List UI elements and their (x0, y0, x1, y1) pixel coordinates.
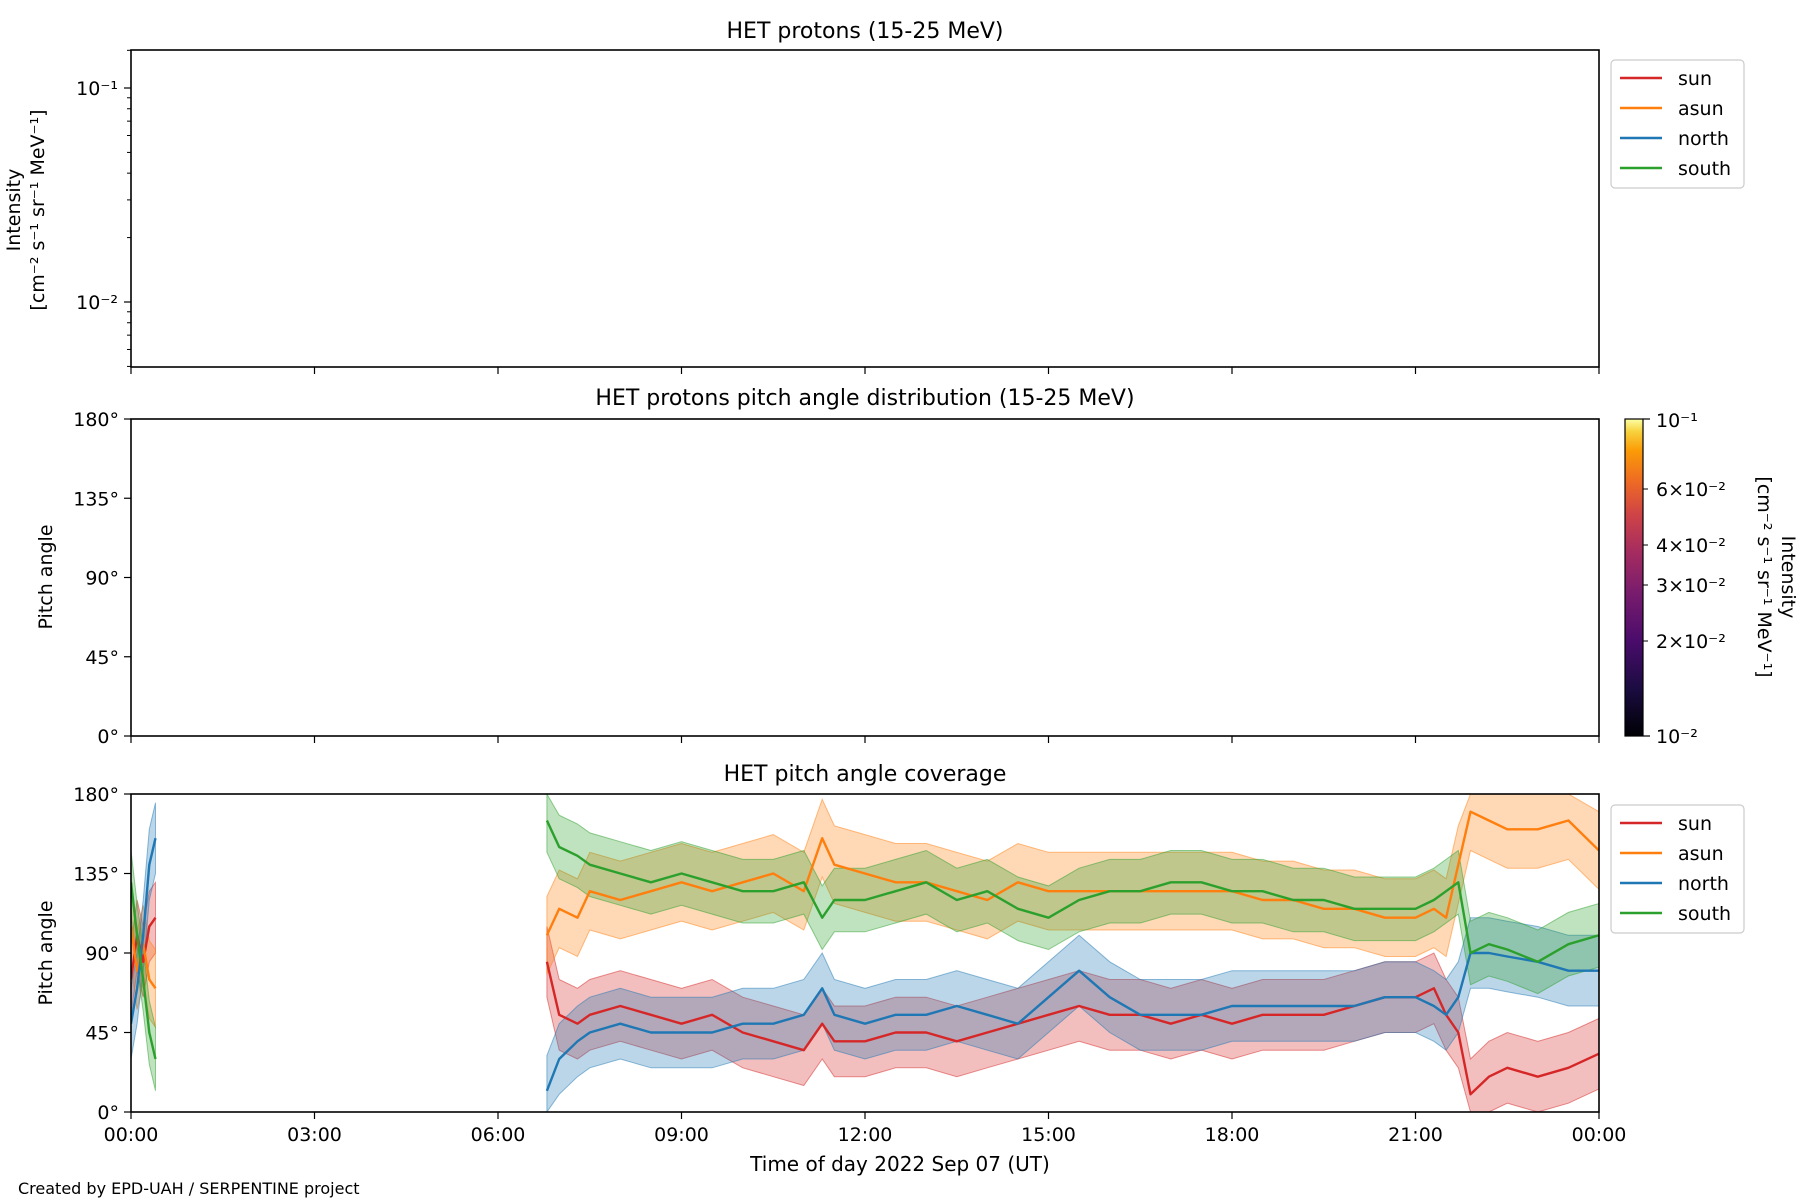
colorbar-tick-label: 2×10⁻² (1656, 631, 1726, 653)
panel2-ylabel: Pitch angle (35, 524, 57, 629)
y-tick-label: 180° (73, 784, 119, 806)
panel2-y-axis: 180° 135° 90° 45° 0° (73, 409, 131, 748)
panel1-ytick-label: 10⁻² (76, 292, 118, 314)
panel3-legend-frame (1610, 804, 1745, 934)
x-tick-label: 06:00 (471, 1124, 526, 1146)
x-tick-label: 18:00 (1205, 1124, 1260, 1146)
x-tick-label: 00:00 (104, 1124, 159, 1146)
colorbar-label-line2: [cm⁻² s⁻¹ sr⁻¹ MeV⁻¹] (1753, 476, 1775, 677)
y-tick-label: 45° (85, 647, 119, 669)
legend-label-asun: asun (1678, 98, 1724, 120)
y-tick-label: 180° (73, 409, 119, 431)
panel-pitch-angle-distribution: HET protons pitch angle distribution (15… (35, 386, 1799, 748)
panel-pitch-angle-coverage: HET pitch angle coverage Pitch angle 180… (35, 762, 1745, 1146)
colorbar-tick-label: 6×10⁻² (1656, 479, 1726, 501)
colorbar-tick-label: 3×10⁻² (1656, 575, 1726, 597)
panel1-legend-frame (1610, 59, 1745, 189)
credit-text: Created by EPD-UAH / SERPENTINE project (18, 1179, 360, 1198)
colorbar-label: Intensity [cm⁻² s⁻¹ sr⁻¹ MeV⁻¹] (1753, 476, 1799, 677)
panel3-plot-area (131, 794, 1599, 1112)
y-tick-label: 135° (73, 864, 119, 886)
y-tick-label: 135° (73, 488, 119, 510)
panel1-ytick-label: 10⁻¹ (76, 78, 118, 100)
y-tick-label: 0° (97, 726, 119, 748)
panel3-ylabel: Pitch angle (35, 900, 57, 1005)
panel1-ylabel: Intensity [cm⁻² s⁻¹ sr⁻¹ MeV⁻¹] (3, 109, 49, 310)
legend-label-south: south (1678, 158, 1731, 180)
x-tick-label: 21:00 (1388, 1124, 1443, 1146)
colorbar: 10⁻¹ 6×10⁻² 4×10⁻² 3×10⁻² 2×10⁻² 10⁻² In… (1624, 410, 1799, 748)
series-line-asun (545, 810, 1599, 936)
legend-label-asun: asun (1678, 843, 1724, 865)
legend-label-sun: sun (1678, 68, 1712, 90)
y-tick-label: 45° (85, 1023, 119, 1045)
series-line-north (545, 951, 1599, 1092)
panel1-y-axis: 10⁻¹ 10⁻² (76, 49, 131, 367)
series-line-sun (545, 961, 1599, 1096)
x-axis-label: Time of day 2022 Sep 07 (UT) (749, 1152, 1050, 1176)
panel3-y-axis: 180° 135° 90° 45° 0° (73, 784, 131, 1124)
colorbar-tick-label: 10⁻² (1656, 726, 1698, 748)
legend-label-south: south (1678, 903, 1731, 925)
band-north (546, 917, 1599, 1112)
x-tick-label: 03:00 (287, 1124, 342, 1146)
panel1-ylabel-line2: [cm⁻² s⁻¹ sr⁻¹ MeV⁻¹] (27, 109, 49, 310)
panel2-title: HET protons pitch angle distribution (15… (595, 386, 1134, 411)
x-tick-label: 00:00 (1572, 1124, 1627, 1146)
colorbar-tick-label: 10⁻¹ (1656, 410, 1698, 432)
panel3-x-axis: 00:00 03:00 06:00 09:00 12:00 15:00 18:00 21:00… (104, 1112, 1627, 1146)
series-line-south (545, 819, 1599, 963)
band-asun (546, 794, 1599, 975)
legend-label-north: north (1678, 128, 1729, 150)
band-sun (546, 926, 1599, 1112)
panel1-legend: sun asun north south (1610, 59, 1745, 189)
colorbar-label-line1: Intensity (1777, 536, 1799, 619)
series-line-south (131, 882, 157, 1060)
x-tick-label: 09:00 (654, 1124, 709, 1146)
panel1-title: HET protons (15-25 MeV) (727, 19, 1004, 44)
y-tick-label: 90° (85, 568, 119, 590)
colorbar-tick-label: 4×10⁻² (1656, 535, 1726, 557)
x-tick-label: 12:00 (838, 1124, 893, 1146)
y-tick-label: 0° (97, 1102, 119, 1124)
panel3-legend: sun asun north south (1610, 804, 1745, 934)
panel3-title: HET pitch angle coverage (724, 762, 1007, 787)
colorbar-gradient (1624, 418, 1644, 737)
panel2-x-ticks (130, 736, 1600, 743)
x-tick-label: 15:00 (1021, 1124, 1076, 1146)
panel1-x-ticks (130, 367, 1600, 374)
panel1-ylabel-line1: Intensity (3, 169, 25, 252)
legend-label-north: north (1678, 873, 1729, 895)
legend-label-sun: sun (1678, 813, 1712, 835)
series-line-north (131, 837, 157, 1024)
panel-intensity: HET protons (15-25 MeV) Intensity [cm⁻² … (3, 19, 1745, 374)
band-south (546, 794, 1599, 995)
y-tick-label: 90° (85, 943, 119, 965)
